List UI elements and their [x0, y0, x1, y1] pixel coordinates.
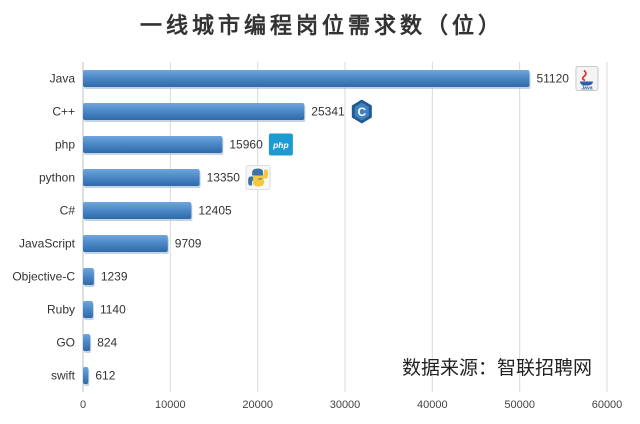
value-label: 13350 [207, 171, 241, 185]
x-tick-label: 60000 [592, 399, 623, 411]
value-label: 25341 [311, 105, 345, 119]
bar-swift [83, 367, 89, 384]
php-icon-box [268, 133, 293, 156]
java-logo-icon: Java [575, 66, 599, 92]
java-cup-mark [579, 81, 593, 86]
category-label: GO [56, 336, 75, 350]
value-label: 12405 [198, 204, 232, 218]
python-logo-icon [245, 165, 271, 190]
cpp-logo-icon: C [351, 99, 372, 124]
bar-go [83, 334, 91, 351]
x-tick-label: 50000 [504, 399, 535, 411]
category-label: Objective-C [12, 270, 75, 284]
java-steam-mark [581, 69, 587, 82]
x-tick-label: 40000 [417, 399, 448, 411]
bar-javascript [83, 235, 168, 252]
category-label: C++ [52, 105, 75, 119]
category-label: python [39, 171, 75, 185]
category-label: JavaScript [19, 237, 76, 251]
chart-title: 一线城市编程岗位需求数（位） [140, 13, 504, 39]
category-label: Ruby [47, 303, 75, 317]
bar-c- [83, 103, 305, 120]
bar-ruby [83, 301, 93, 318]
php-logo-icon: php [268, 133, 293, 156]
category-label: swift [51, 369, 76, 383]
category-label: C# [60, 204, 76, 218]
java-icon-text: Java [581, 86, 592, 92]
python-yellow-snake [253, 169, 269, 187]
value-label: 1239 [101, 270, 128, 284]
x-tick-label: 20000 [242, 399, 273, 411]
x-tick-label: 10000 [155, 399, 186, 411]
data-source-annotation: 数据来源：智联招聘网 [402, 357, 592, 379]
bar-php [83, 136, 223, 153]
cpp-icon-text: C [357, 105, 366, 119]
java-icon-frame [575, 66, 599, 91]
bar-java [83, 70, 530, 87]
value-label: 9709 [175, 237, 202, 251]
value-label: 51120 [536, 72, 569, 86]
x-tick-label: 30000 [330, 399, 361, 411]
value-label: 824 [97, 336, 117, 350]
value-label: 15960 [229, 138, 263, 152]
category-label: php [55, 138, 75, 152]
bars [83, 70, 531, 386]
bar-c- [83, 202, 192, 219]
value-label: 1140 [100, 303, 126, 317]
bar-objective-c [83, 268, 94, 285]
cpp-hexagon-inner [354, 102, 369, 121]
x-tick-label: 0 [80, 399, 86, 411]
value-label: 612 [95, 369, 115, 383]
labels: 0 10000 20000 30000 40000 50000 60000 Java 51120… [12, 72, 622, 412]
php-icon-text: php [272, 140, 289, 150]
bar-python [83, 169, 200, 186]
category-label: Java [50, 72, 76, 86]
